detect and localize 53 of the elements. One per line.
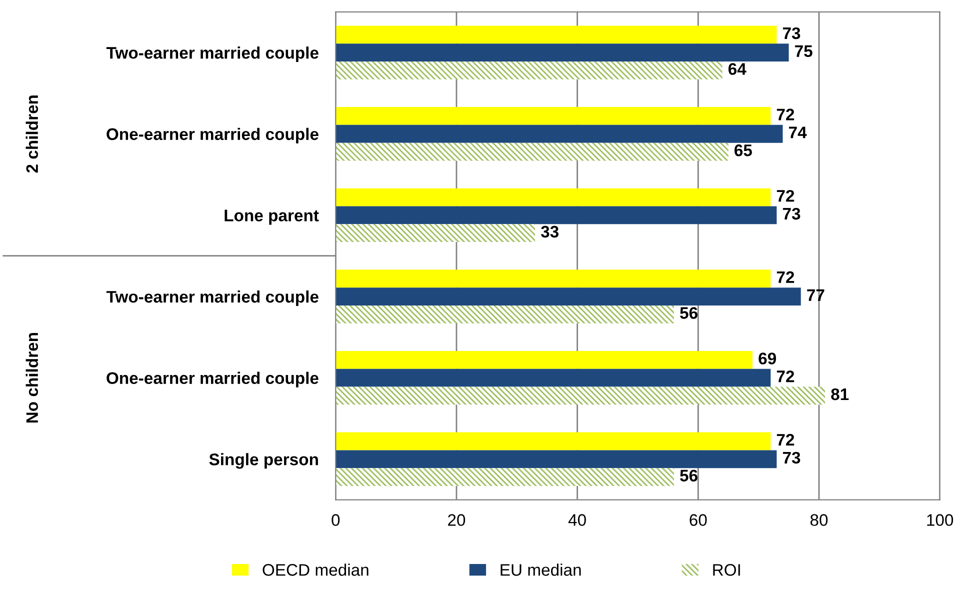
text: 2 children bbox=[26, 96, 38, 173]
data-label: 77 bbox=[807, 289, 824, 301]
bar bbox=[336, 142, 728, 161]
bar bbox=[336, 305, 674, 324]
y-tick-label: One-earner married couple bbox=[106, 128, 318, 144]
bar bbox=[336, 188, 771, 206]
x-tick-label: 0 bbox=[332, 514, 340, 526]
bar bbox=[336, 432, 771, 450]
bar bbox=[336, 350, 753, 369]
x-tick-label: 80 bbox=[810, 514, 828, 526]
x-tick-label: 40 bbox=[568, 514, 586, 526]
bar bbox=[336, 44, 789, 62]
data-label: 33 bbox=[540, 226, 559, 238]
bar bbox=[336, 62, 722, 80]
bar bbox=[336, 206, 777, 224]
x-tick-label: 20 bbox=[448, 514, 466, 526]
x-tick-label: 100 bbox=[927, 514, 954, 526]
data-label: 74 bbox=[789, 126, 807, 138]
data-label: 75 bbox=[795, 45, 812, 58]
legend-label: ROI bbox=[713, 564, 740, 576]
data-label: 72 bbox=[776, 370, 794, 382]
data-label: 56 bbox=[680, 470, 698, 482]
data-label: 73 bbox=[782, 208, 800, 220]
x-tick-label: 60 bbox=[690, 514, 707, 526]
bar bbox=[336, 386, 826, 405]
data-label: 56 bbox=[680, 307, 698, 319]
bar bbox=[336, 288, 801, 306]
bar bbox=[336, 224, 536, 242]
bar bbox=[336, 26, 777, 44]
y-tick-label: Lone parent bbox=[224, 210, 319, 225]
bar bbox=[336, 124, 783, 143]
data-label: 72 bbox=[776, 434, 794, 446]
text: No children bbox=[26, 333, 38, 423]
data-label: 65 bbox=[734, 144, 752, 156]
bar bbox=[336, 468, 674, 486]
data-label: 69 bbox=[758, 352, 776, 364]
data-label: 72 bbox=[776, 190, 794, 202]
data-label: 73 bbox=[782, 452, 800, 464]
bar bbox=[336, 368, 771, 387]
bar bbox=[336, 450, 777, 468]
y-tick-label: Two-earner married couple bbox=[106, 46, 318, 62]
y-tick-label: Single person bbox=[209, 453, 318, 469]
y-tick-label: One-earner married couple bbox=[106, 372, 318, 388]
legend-label: EU median bbox=[500, 564, 581, 576]
data-label: 73 bbox=[782, 27, 800, 40]
data-label: 64 bbox=[728, 63, 746, 75]
data-label: 72 bbox=[776, 271, 794, 283]
legend-label: OECD median bbox=[262, 564, 368, 576]
y-tick-label: Two-earner married couple bbox=[106, 290, 318, 306]
data-label: 72 bbox=[776, 108, 794, 120]
bar bbox=[336, 270, 771, 288]
data-label: 81 bbox=[831, 388, 849, 400]
bar bbox=[336, 107, 771, 125]
